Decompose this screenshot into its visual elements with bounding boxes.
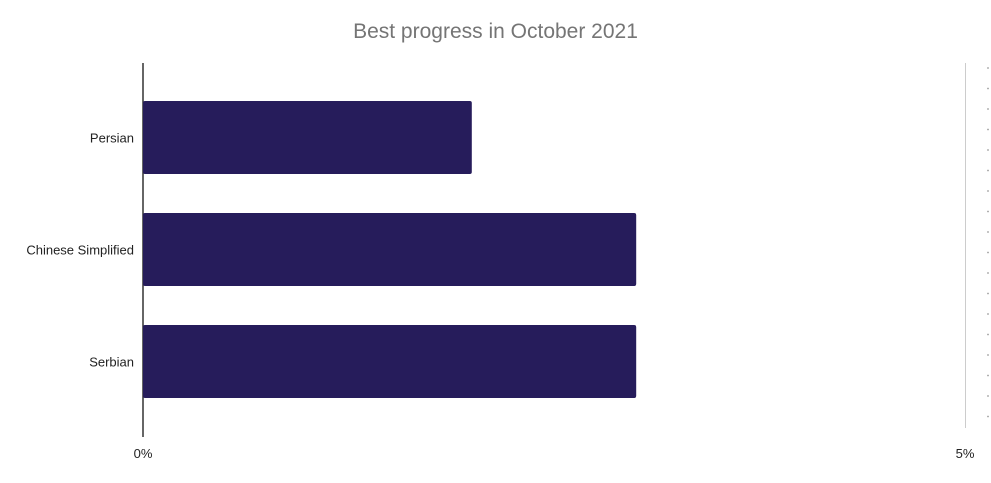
edge-dot [987,169,989,172]
chart-title: Best progress in October 2021 [353,20,638,43]
edge-dot [987,374,989,377]
edge-dot [987,108,989,110]
category-label-chinese-simplified: Chinese Simplified [26,243,134,258]
edge-dot [987,313,989,315]
bars-group [143,101,637,398]
edge-dot [987,87,989,90]
edge-dot [987,354,989,356]
category-label-serbian: Serbian [89,355,134,370]
edge-dot [987,415,989,418]
edge-dot [987,251,989,254]
bar-persian [143,101,472,174]
bar-serbian [143,325,637,398]
edge-dot [987,67,989,69]
edge-dot [987,292,989,295]
category-labels: Persian Chinese Simplified Serbian [26,131,134,370]
dotted-edge [987,67,989,418]
edge-dot [987,395,989,397]
category-label-persian: Persian [90,131,134,146]
edge-dot [987,210,989,213]
edge-dot [987,149,989,151]
edge-dot [987,128,989,131]
bar-chinese-simplified [143,213,637,286]
edge-dot [987,333,989,336]
edge-dot [987,231,989,233]
edge-dot [987,272,989,274]
x-tick-label-0: 0% [134,446,153,461]
x-tick-label-1: 5% [956,446,975,461]
edge-dot [987,190,989,192]
